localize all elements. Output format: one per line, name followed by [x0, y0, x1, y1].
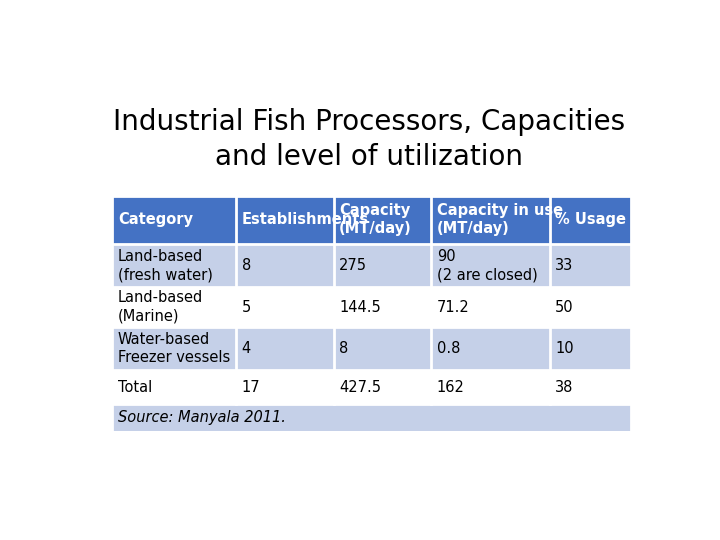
FancyBboxPatch shape: [431, 327, 549, 370]
FancyBboxPatch shape: [236, 244, 333, 287]
FancyBboxPatch shape: [549, 196, 631, 244]
Text: 0.8: 0.8: [436, 341, 460, 356]
Text: Land-based
(fresh water): Land-based (fresh water): [118, 248, 213, 282]
Text: 144.5: 144.5: [339, 300, 381, 314]
FancyBboxPatch shape: [112, 370, 236, 404]
FancyBboxPatch shape: [431, 196, 549, 244]
FancyBboxPatch shape: [333, 370, 431, 404]
Text: Total: Total: [118, 380, 152, 395]
Text: 71.2: 71.2: [436, 300, 469, 314]
Text: 427.5: 427.5: [339, 380, 381, 395]
FancyBboxPatch shape: [431, 244, 549, 287]
Text: 275: 275: [339, 258, 367, 273]
FancyBboxPatch shape: [236, 287, 333, 327]
Text: 38: 38: [555, 380, 574, 395]
Text: 5: 5: [242, 300, 251, 314]
FancyBboxPatch shape: [333, 327, 431, 370]
FancyBboxPatch shape: [549, 370, 631, 404]
FancyBboxPatch shape: [236, 327, 333, 370]
Text: 33: 33: [555, 258, 573, 273]
FancyBboxPatch shape: [236, 196, 333, 244]
FancyBboxPatch shape: [112, 196, 236, 244]
Text: 4: 4: [242, 341, 251, 356]
FancyBboxPatch shape: [549, 287, 631, 327]
Text: Water-based
Freezer vessels: Water-based Freezer vessels: [118, 332, 230, 366]
FancyBboxPatch shape: [431, 287, 549, 327]
FancyBboxPatch shape: [333, 196, 431, 244]
Text: Category: Category: [118, 212, 193, 227]
Text: Source: Manyala 2011.: Source: Manyala 2011.: [118, 410, 286, 424]
FancyBboxPatch shape: [333, 287, 431, 327]
Text: 10: 10: [555, 341, 574, 356]
Text: 162: 162: [436, 380, 464, 395]
Text: % Usage: % Usage: [555, 212, 626, 227]
FancyBboxPatch shape: [112, 244, 236, 287]
FancyBboxPatch shape: [333, 244, 431, 287]
FancyBboxPatch shape: [112, 404, 631, 431]
FancyBboxPatch shape: [549, 244, 631, 287]
Text: 17: 17: [242, 380, 261, 395]
Text: Capacity in use
(MT/day): Capacity in use (MT/day): [436, 203, 563, 237]
FancyBboxPatch shape: [549, 327, 631, 370]
Text: Establishments: Establishments: [242, 212, 369, 227]
Text: Land-based
(Marine): Land-based (Marine): [118, 290, 203, 324]
Text: 90
(2 are closed): 90 (2 are closed): [436, 248, 537, 282]
FancyBboxPatch shape: [431, 370, 549, 404]
Text: 8: 8: [339, 341, 348, 356]
FancyBboxPatch shape: [236, 370, 333, 404]
Text: 50: 50: [555, 300, 574, 314]
Text: 8: 8: [242, 258, 251, 273]
Text: Industrial Fish Processors, Capacities
and level of utilization: Industrial Fish Processors, Capacities a…: [113, 109, 625, 171]
FancyBboxPatch shape: [112, 287, 236, 327]
FancyBboxPatch shape: [112, 327, 236, 370]
Text: Capacity
(MT/day): Capacity (MT/day): [339, 203, 412, 237]
